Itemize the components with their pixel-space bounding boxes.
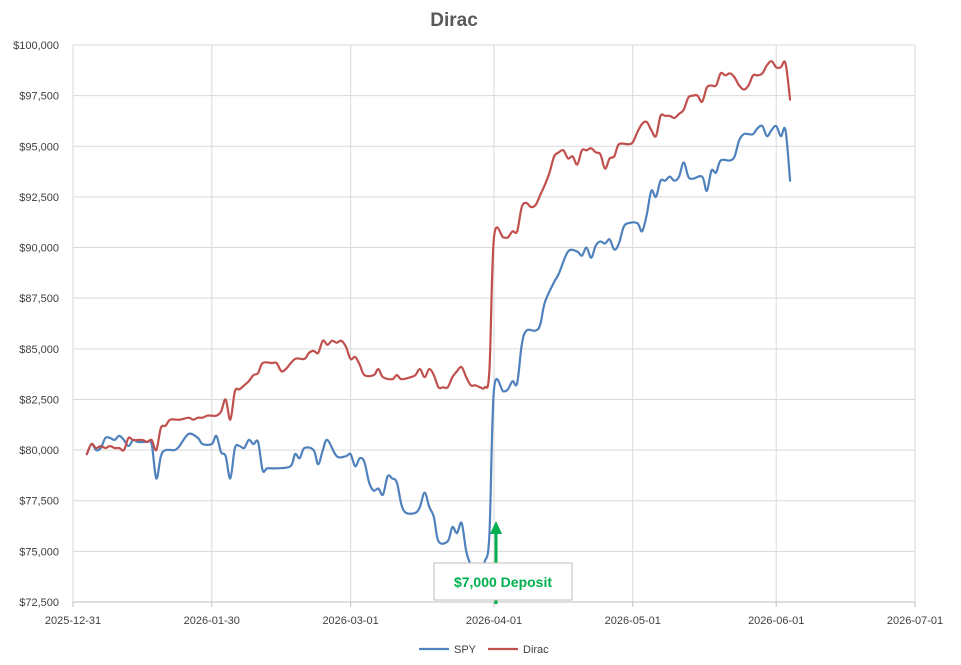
series-line-spy (85, 124, 792, 577)
y-tick-label: $95,000 (19, 141, 59, 153)
series-line-dirac (85, 60, 792, 456)
x-tick-label: 2026-01-30 (184, 615, 240, 627)
x-tick-label: 2025-12-31 (45, 615, 101, 627)
y-tick-label: $85,000 (19, 344, 59, 356)
y-tick-label: $92,500 (19, 192, 59, 204)
deposit-label-box (433, 562, 573, 601)
x-tick-label: 2026-04-01 (466, 615, 522, 627)
legend: SPY Dirac (419, 644, 549, 656)
deposit-annotation: $7,000 Deposit (433, 521, 573, 604)
x-axis-tick-labels: 2025-12-31 2026-01-30 2026-03-01 2026-04-01… (45, 615, 943, 627)
y-tick-label: $100,000 (13, 40, 59, 52)
y-tick-label: $90,000 (19, 243, 59, 255)
legend-label-spy: SPY (454, 644, 477, 656)
y-tick-label: $87,500 (19, 293, 59, 305)
legend-item-spy: SPY (419, 644, 477, 656)
deposit-label: $7,000 Deposit (454, 574, 552, 590)
x-tick-label: 2026-03-01 (322, 615, 378, 627)
deposit-arrow-head-icon (490, 521, 502, 534)
legend-item-dirac: Dirac (488, 644, 549, 656)
y-tick-label: $77,500 (19, 496, 59, 508)
legend-label-dirac: Dirac (523, 644, 549, 656)
series-lines (85, 60, 792, 577)
x-tick-label: 2026-07-01 (887, 615, 943, 627)
y-tick-label: $97,500 (19, 91, 59, 103)
y-tick-label: $75,000 (19, 546, 59, 558)
x-tick-label: 2026-05-01 (605, 615, 661, 627)
y-tick-label: $72,500 (19, 597, 59, 609)
chart-title: Dirac (430, 10, 478, 31)
x-tick-label: 2026-06-01 (748, 615, 804, 627)
y-tick-label: $82,500 (19, 394, 59, 406)
y-axis-tick-labels: $72,500 $75,000 $77,500 $80,000 $82,500 $85,0… (13, 40, 59, 609)
y-tick-label: $80,000 (19, 445, 59, 457)
gridlines (72, 44, 916, 607)
